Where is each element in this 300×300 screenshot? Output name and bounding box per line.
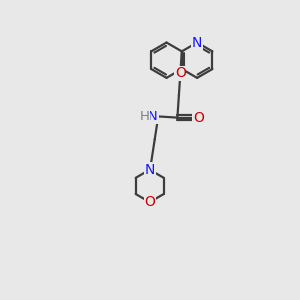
Text: H: H: [140, 110, 150, 123]
Text: O: O: [175, 66, 186, 80]
Text: N: N: [192, 35, 202, 50]
Text: O: O: [144, 195, 155, 209]
Text: HN: HN: [139, 110, 158, 123]
Text: O: O: [193, 111, 204, 124]
Text: N: N: [145, 163, 155, 177]
